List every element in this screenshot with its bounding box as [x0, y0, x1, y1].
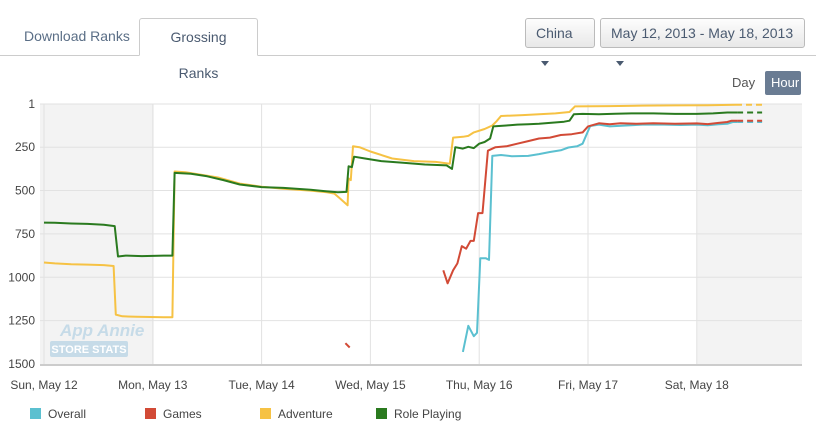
- legend-label-role-playing: Role Playing: [394, 407, 462, 421]
- tab-download-ranks[interactable]: Download Ranks: [24, 28, 130, 44]
- y-tick-label: 250: [15, 140, 35, 154]
- watermark-store-stats: STORE STATS: [51, 344, 126, 356]
- granularity-hour-button[interactable]: Hour: [765, 71, 801, 95]
- y-tick-label: 500: [15, 184, 35, 198]
- country-dropdown[interactable]: China: [525, 18, 595, 66]
- x-tick-label: Tue, May 14: [228, 378, 295, 392]
- watermark-badge: [50, 341, 128, 357]
- y-tick-label: 1500: [8, 357, 35, 371]
- chevron-down-icon: [616, 60, 624, 66]
- legend-label-adventure: Adventure: [278, 407, 333, 421]
- x-tick-label: Fri, May 17: [558, 378, 618, 392]
- series-line-role-playing: [43, 111, 738, 258]
- country-dropdown-label: China: [536, 25, 573, 41]
- legend-label-games: Games: [163, 407, 202, 421]
- series-line-games: [442, 119, 738, 285]
- legend-swatch-role-playing: [376, 408, 387, 419]
- watermark-app-annie: App Annie: [59, 321, 144, 340]
- series-line-games: [344, 342, 351, 349]
- y-tick-label: 1000: [8, 270, 35, 284]
- legend-swatch-overall: [30, 408, 41, 419]
- x-tick-label: Sun, May 12: [10, 378, 78, 392]
- granularity-day-button[interactable]: Day: [732, 75, 756, 90]
- rank-type-tabs: Download Ranks Grossing Ranks: [0, 0, 816, 81]
- legend-label-overall: Overall: [48, 407, 87, 421]
- y-tick-label: 750: [15, 227, 35, 241]
- chevron-down-icon: [541, 60, 549, 66]
- date-range-dropdown[interactable]: May 12, 2013 - May 18, 2013: [600, 18, 805, 66]
- legend-swatch-games: [145, 408, 156, 419]
- y-tick-label: 1250: [8, 314, 35, 328]
- x-tick-label: Sat, May 18: [665, 378, 729, 392]
- series-line-overall: [461, 121, 738, 353]
- x-tick-label: Wed, May 15: [335, 378, 406, 392]
- y-tick-label: 1: [28, 97, 35, 111]
- legend-swatch-adventure: [260, 408, 271, 419]
- tab-grossing-ranks[interactable]: Grossing Ranks: [139, 18, 258, 81]
- x-tick-label: Mon, May 13: [118, 378, 188, 392]
- x-tick-label: Thu, May 16: [446, 378, 513, 392]
- date-range-label: May 12, 2013 - May 18, 2013: [611, 25, 794, 41]
